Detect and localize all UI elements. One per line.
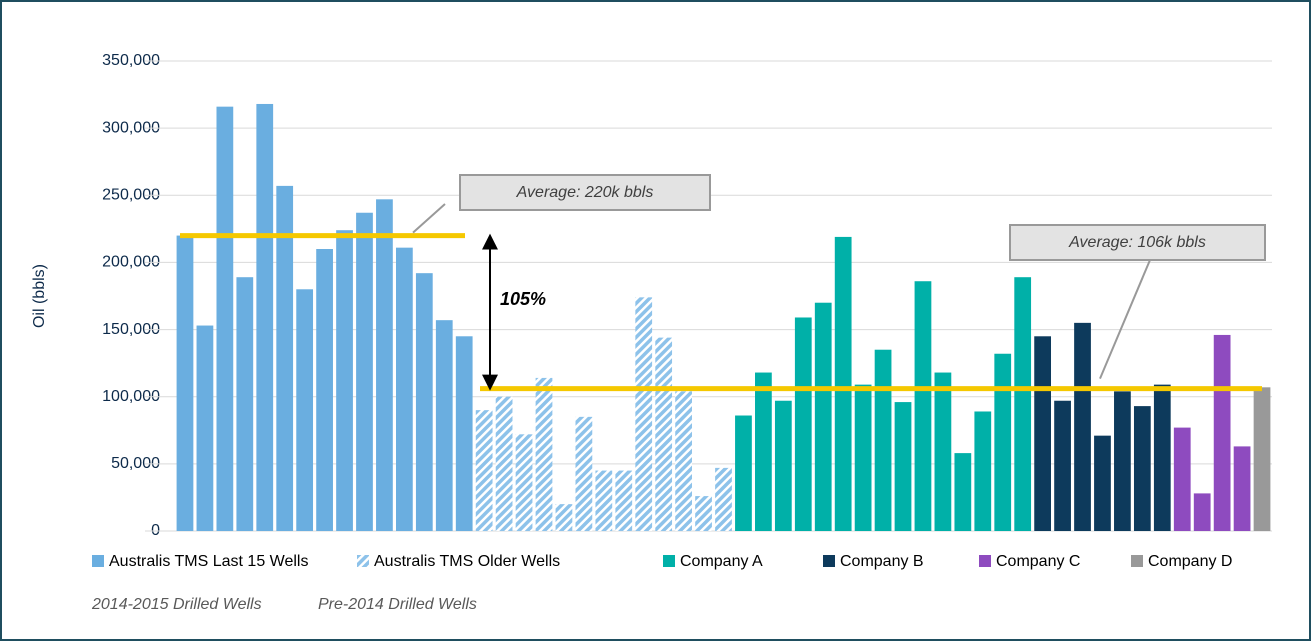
- callout-box: [459, 174, 711, 211]
- bar: [356, 212, 373, 531]
- bar: [236, 277, 254, 531]
- callout-leader: [412, 203, 446, 234]
- bar: [296, 289, 314, 531]
- bar: [395, 247, 413, 531]
- bar: [1153, 384, 1171, 531]
- bar: [1114, 391, 1131, 531]
- bar: [415, 273, 433, 531]
- bar: [316, 249, 333, 531]
- bar: [196, 325, 214, 531]
- bar: [376, 199, 393, 532]
- bar: [1133, 406, 1151, 531]
- legend-label: Company C: [996, 553, 1080, 570]
- bar: [894, 402, 912, 531]
- callout-leader: [1099, 259, 1151, 380]
- bar: [914, 281, 932, 531]
- bar: [655, 337, 673, 531]
- y-tick-label: 150,000: [102, 321, 160, 338]
- legend-swatch: [1131, 555, 1143, 567]
- legend-swatch: [357, 555, 369, 567]
- bar: [1213, 334, 1231, 531]
- bar: [435, 320, 453, 531]
- bar: [455, 336, 473, 531]
- bar: [934, 372, 952, 531]
- bar: [994, 353, 1012, 531]
- legend-label: Company A: [680, 553, 763, 570]
- bar: [575, 416, 593, 531]
- bar: [1094, 435, 1111, 531]
- bar: [635, 297, 653, 531]
- bar: [954, 453, 972, 531]
- bar: [1193, 493, 1211, 531]
- legend-label: Australis TMS Last 15 Wells: [109, 553, 308, 570]
- bar: [735, 415, 752, 531]
- bar: [814, 302, 832, 531]
- bar: [615, 470, 633, 531]
- y-tick-label: 200,000: [102, 254, 160, 271]
- bar: [1014, 277, 1032, 531]
- legend-swatch: [823, 555, 835, 567]
- bar: [874, 349, 892, 531]
- bar: [495, 396, 513, 531]
- legend-label: Company D: [1148, 553, 1232, 570]
- callout-box: [1009, 224, 1266, 261]
- bar: [336, 230, 353, 531]
- bar: [1173, 427, 1191, 531]
- bar: [475, 410, 493, 531]
- y-tick-label: 250,000: [102, 187, 160, 204]
- bar: [535, 377, 553, 531]
- bar: [1034, 336, 1052, 531]
- bar: [854, 384, 872, 531]
- bar: [774, 400, 792, 531]
- bar: [555, 504, 573, 531]
- bar: [216, 106, 234, 532]
- y-tick-label: 100,000: [102, 388, 160, 405]
- legend-swatch: [92, 555, 104, 567]
- bar: [675, 391, 692, 531]
- legend-swatch: [979, 555, 991, 567]
- callout-label: Average: 220k bbls: [516, 184, 654, 201]
- bar: [515, 434, 533, 531]
- bar: [974, 411, 992, 531]
- bar: [695, 496, 712, 531]
- bar: [834, 236, 852, 531]
- bar: [595, 470, 613, 531]
- y-tick-label: 350,000: [102, 52, 160, 69]
- legend-label: Company B: [840, 553, 924, 570]
- callout-label: Average: 106k bbls: [1068, 234, 1206, 251]
- bar: [755, 372, 772, 531]
- bar: [276, 185, 294, 531]
- legend-swatch: [663, 555, 675, 567]
- bar: [1233, 446, 1251, 531]
- difference-label: 105%: [500, 289, 546, 309]
- y-axis-label: Oil (bbls): [31, 264, 48, 328]
- bar: [715, 467, 732, 531]
- legend-note: 2014-2015 Drilled Wells: [91, 596, 262, 613]
- bar: [1054, 400, 1071, 531]
- y-tick-label: 50,000: [111, 455, 160, 472]
- legend-note: Pre-2014 Drilled Wells: [318, 596, 477, 613]
- bar: [1074, 322, 1091, 531]
- bar: [1253, 387, 1271, 531]
- bar: [176, 235, 194, 532]
- y-tick-label: 300,000: [102, 119, 160, 136]
- bar: [794, 317, 812, 531]
- legend-label: Australis TMS Older Wells: [374, 553, 560, 570]
- bar: [256, 103, 274, 531]
